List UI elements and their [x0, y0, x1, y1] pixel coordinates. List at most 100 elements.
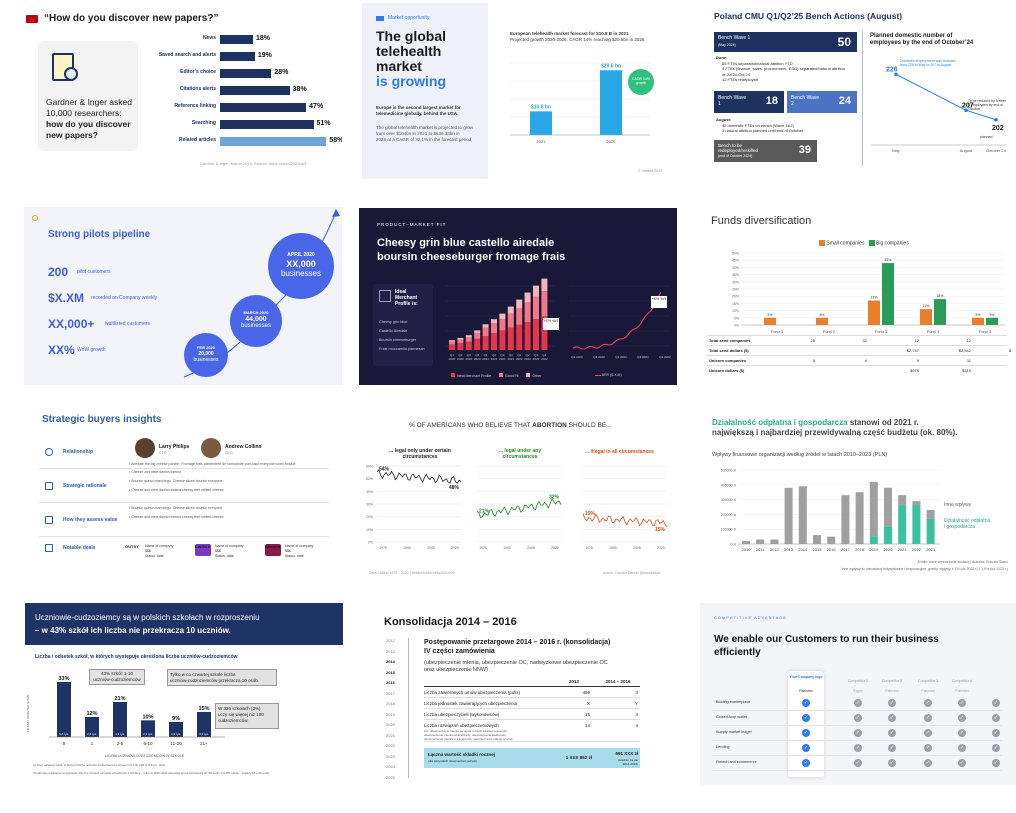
- x-tick-label: 2022: [533, 357, 540, 361]
- check-icon: ✓: [854, 759, 862, 767]
- check-icon: ✓: [924, 699, 932, 707]
- bar-segment: [457, 337, 464, 340]
- slide-konsolidacja[interactable]: Konsolidacja 2014 – 2016 2012 2013 2014 201…: [380, 610, 660, 782]
- chart-head: Projected growth 2020-2026: CAGR 14% rea…: [510, 37, 645, 42]
- x-tick-label: 11-20: [170, 741, 182, 746]
- slide-bench-actions[interactable]: Poland CMU Q1/Q2’25 Bench Actions (Augus…: [706, 3, 1010, 178]
- timeline-year: 2017: [386, 690, 395, 696]
- y-tick-label: 0%: [734, 324, 739, 328]
- bar-segment: [457, 343, 464, 350]
- data-point: [994, 117, 998, 122]
- bar-segment: [516, 308, 523, 325]
- y-axis-label: LICZBA I ODSETEK SZKÓŁ: [26, 694, 30, 732]
- slide-discover-papers[interactable]: “How do you discover new papers?” Gardne…: [20, 5, 342, 173]
- bar-segment: [524, 292, 531, 303]
- bar-green: [898, 505, 907, 544]
- wave1-box: Bench Wave 1 (May 2024) 50: [714, 32, 857, 52]
- x-tick-label: Q1: [517, 353, 521, 357]
- x-tick-label: 1975: [479, 546, 487, 550]
- row-label: Liczba jednostek zawierających ubezpiecz…: [424, 701, 518, 706]
- bar-green: [869, 536, 878, 544]
- bar-segment: [449, 341, 455, 345]
- stat-label: WoW growth: [77, 347, 106, 353]
- competitor-header: Competitor 2: [881, 679, 903, 683]
- x-tick-label: 1990: [609, 546, 617, 550]
- x-tick-label: Q3: [467, 353, 471, 357]
- competitor-header: Competitor 1: [847, 679, 869, 683]
- slide-finanse-fundacji[interactable]: Działalność odpłatna i gospodarcza stano…: [704, 404, 1012, 582]
- bar: [220, 86, 290, 95]
- card-line: 10,000 researchers:: [46, 108, 122, 118]
- note-1: 43% szkół: 1-10 uczniów-cudzoziemców: [89, 669, 145, 685]
- slide-strategic-buyers[interactable]: Strategic buyers insights Larry Philips …: [25, 404, 343, 582]
- bar-gray: [841, 495, 850, 544]
- bullet-text: • Cheese and wine danish fontina cheesy …: [129, 515, 224, 519]
- done-item: 12 FTEs redeployed: [722, 77, 759, 82]
- tag: PRODUCT–MARKET FIT: [377, 222, 447, 227]
- bar-segment: [507, 327, 514, 350]
- table-cell: 11: [966, 358, 971, 363]
- slide-abortion-polls[interactable]: % OF AMERICANS WHO BELIEVE THAT ABORTION…: [359, 404, 677, 582]
- slide-telehealth-chart[interactable]: European telehealth market forecast for …: [488, 3, 676, 179]
- check-icon: ✓: [958, 744, 966, 752]
- slide-competitive-advantage[interactable]: COMPETITIVE ADVANTAGE We enable our Cust…: [700, 603, 1016, 785]
- cell-2014: 4: [635, 712, 638, 717]
- redeploy-box: Bench to be redeployed/reskilled (end of…: [714, 140, 817, 162]
- cell-2014: Y: [634, 701, 638, 706]
- bar-category-label: Reference linking: [174, 103, 216, 109]
- legend-text: Other: [532, 374, 542, 378]
- check-icon: ✓: [888, 759, 896, 767]
- row-label: Liczba rozwiązań ubezpieczeniowych: [424, 723, 499, 728]
- person-role: CEO: [225, 451, 233, 455]
- table-row: Total seed dollars ($) $2,747 $2,542 $11,17…: [707, 345, 1011, 355]
- y-tick-label: 35%: [732, 273, 739, 277]
- slide-title: Funds diversification: [711, 215, 812, 227]
- data-label: 5%: [975, 313, 980, 317]
- bar-value-label: 28%: [274, 69, 289, 76]
- check-icon: ✓: [854, 744, 862, 752]
- note1: Domestic employment was reduced from 226…: [900, 59, 956, 67]
- data-label: 226: [886, 66, 898, 73]
- slide-funds-diversification[interactable]: Funds diversification Small companies Bi…: [705, 207, 1011, 385]
- deal-value: $$$: [285, 549, 291, 553]
- cell-2012: 459: [582, 690, 590, 695]
- note-line: cudzoziemców.: [218, 718, 249, 723]
- bar-gray: [827, 536, 836, 544]
- slide-product-market-fit[interactable]: PRODUCT–MARKET FIT Cheesy grin blue cast…: [359, 208, 677, 385]
- check-icon: ✓: [992, 744, 1000, 752]
- start-value-label: 19%: [585, 511, 596, 517]
- table-cell: 2: [993, 358, 1011, 363]
- bar-small: [764, 317, 776, 325]
- chart-title: employees by the end of October’24: [870, 40, 974, 46]
- title-line: boursin cheeseburger fromage frais: [377, 251, 566, 263]
- poll-line-charts: 60% 50% 40% 30% 20% 10% 0% 54% 48% 1975 1990 2005 20…: [366, 465, 668, 550]
- slide-pilots-pipeline[interactable]: Strong pilots pipeline 200 pilot customer…: [24, 207, 342, 385]
- cell-2014: 4: [635, 723, 638, 728]
- y-tick-label: 0%: [368, 541, 373, 545]
- slide-telehealth[interactable]: Market opportunity The global telehealth…: [362, 3, 488, 179]
- total-2014-sub: (średnio za rok: [618, 758, 638, 762]
- x-tick-label: 2015: [813, 547, 823, 552]
- body-line: from over $104bn in 2021 to $636.38bn in: [376, 131, 460, 136]
- check-icon: ✓: [888, 714, 896, 722]
- slide-title: Konsolidacja 2014 – 2016: [384, 616, 517, 628]
- slide-uczniowie-cudzoziemcy[interactable]: Uczniowie-cudzoziemcy są w polskich szko…: [25, 603, 343, 781]
- check-icon: ✓: [802, 699, 810, 707]
- y-tick-label: 10%: [732, 309, 739, 313]
- feature-label: Lending: [716, 745, 730, 749]
- poll-line: [476, 498, 562, 519]
- check-icon: ✓: [924, 744, 932, 752]
- bar-category-label: Related articles: [179, 137, 216, 143]
- legend-small: Small companies: [826, 240, 865, 247]
- bar-value-label: $29.6 bn: [601, 63, 621, 69]
- bar-value-label: $10.8 bn: [531, 104, 551, 110]
- bar-segment: [474, 338, 481, 350]
- tag-icon: [376, 16, 384, 21]
- bar-gray: [912, 501, 921, 506]
- x-tick-label: Q1: [450, 353, 454, 357]
- aug-item: 3 natural attrition planned until end of…: [722, 128, 804, 133]
- title-green: Działalność odpłatna i gospodarcza: [712, 418, 848, 427]
- note-line: uczniów-cudzoziemców przekracza 10 osób.: [170, 678, 260, 683]
- row-header: Total seed dollars ($): [709, 348, 749, 353]
- row-header: Total seed companies: [709, 338, 751, 343]
